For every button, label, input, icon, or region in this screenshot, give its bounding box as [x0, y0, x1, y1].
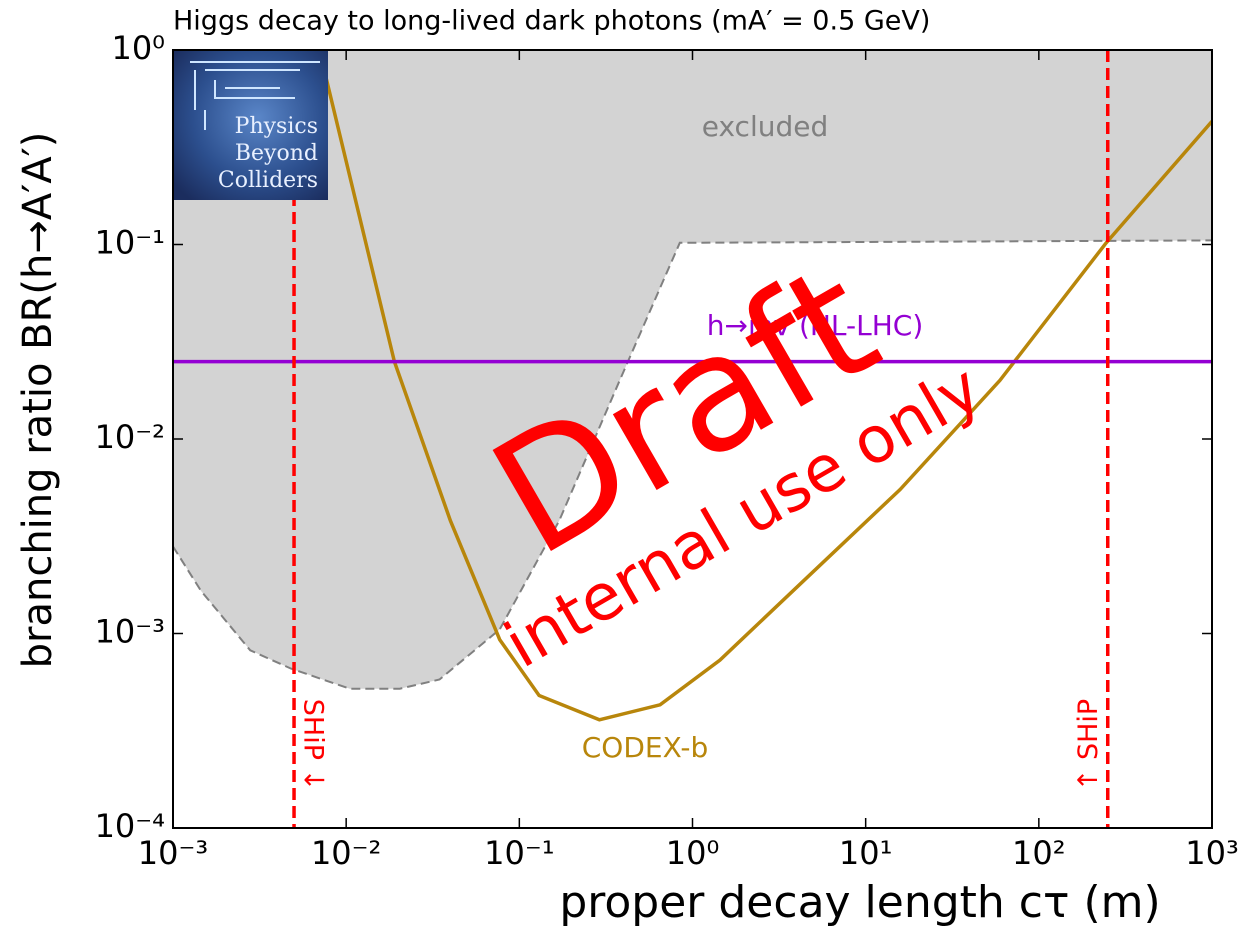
logo-text: Colliders [218, 168, 318, 193]
logo-background [173, 50, 328, 200]
series-line [323, 74, 1212, 722]
x-tick-label: 10³ [1185, 834, 1239, 872]
logo-text: Physics [235, 114, 318, 139]
x-axis-label: proper decay length cτ (m) [559, 877, 1160, 928]
x-tick-label: 10⁰ [666, 834, 720, 872]
ship-label: SHiP ↓ [298, 699, 329, 791]
y-tick-label: 10⁻³ [95, 613, 165, 651]
y-tick-label: 10⁻² [95, 418, 165, 456]
x-tick-label: 10⁻² [311, 834, 381, 872]
excluded-label: excluded [702, 110, 829, 143]
logo-text: Beyond [235, 141, 318, 166]
series-label: h→inv (HL-LHC) [707, 309, 924, 342]
x-tick-label: 10⁻¹ [484, 834, 554, 872]
x-tick-label: 10² [1012, 834, 1066, 872]
excluded-boundary [173, 239, 1212, 690]
series-label: CODEX-b [582, 731, 709, 764]
plot-area [173, 50, 1212, 828]
x-tick-label: 10¹ [839, 834, 893, 872]
logo-lines [190, 61, 320, 130]
y-tick-label: 10⁻⁴ [95, 807, 165, 845]
y-tick-label: 10⁰ [111, 29, 165, 67]
y-axis-label: branching ratio BR(h→A′A′) [15, 132, 61, 669]
x-tick-label: 10⁻³ [138, 834, 208, 872]
y-tick-label: 10⁻¹ [95, 224, 165, 262]
ship-label: ↑ SHiP [1073, 699, 1104, 791]
chart-title: Higgs decay to long-lived dark photons (… [173, 6, 930, 37]
excluded-area [173, 50, 1212, 689]
